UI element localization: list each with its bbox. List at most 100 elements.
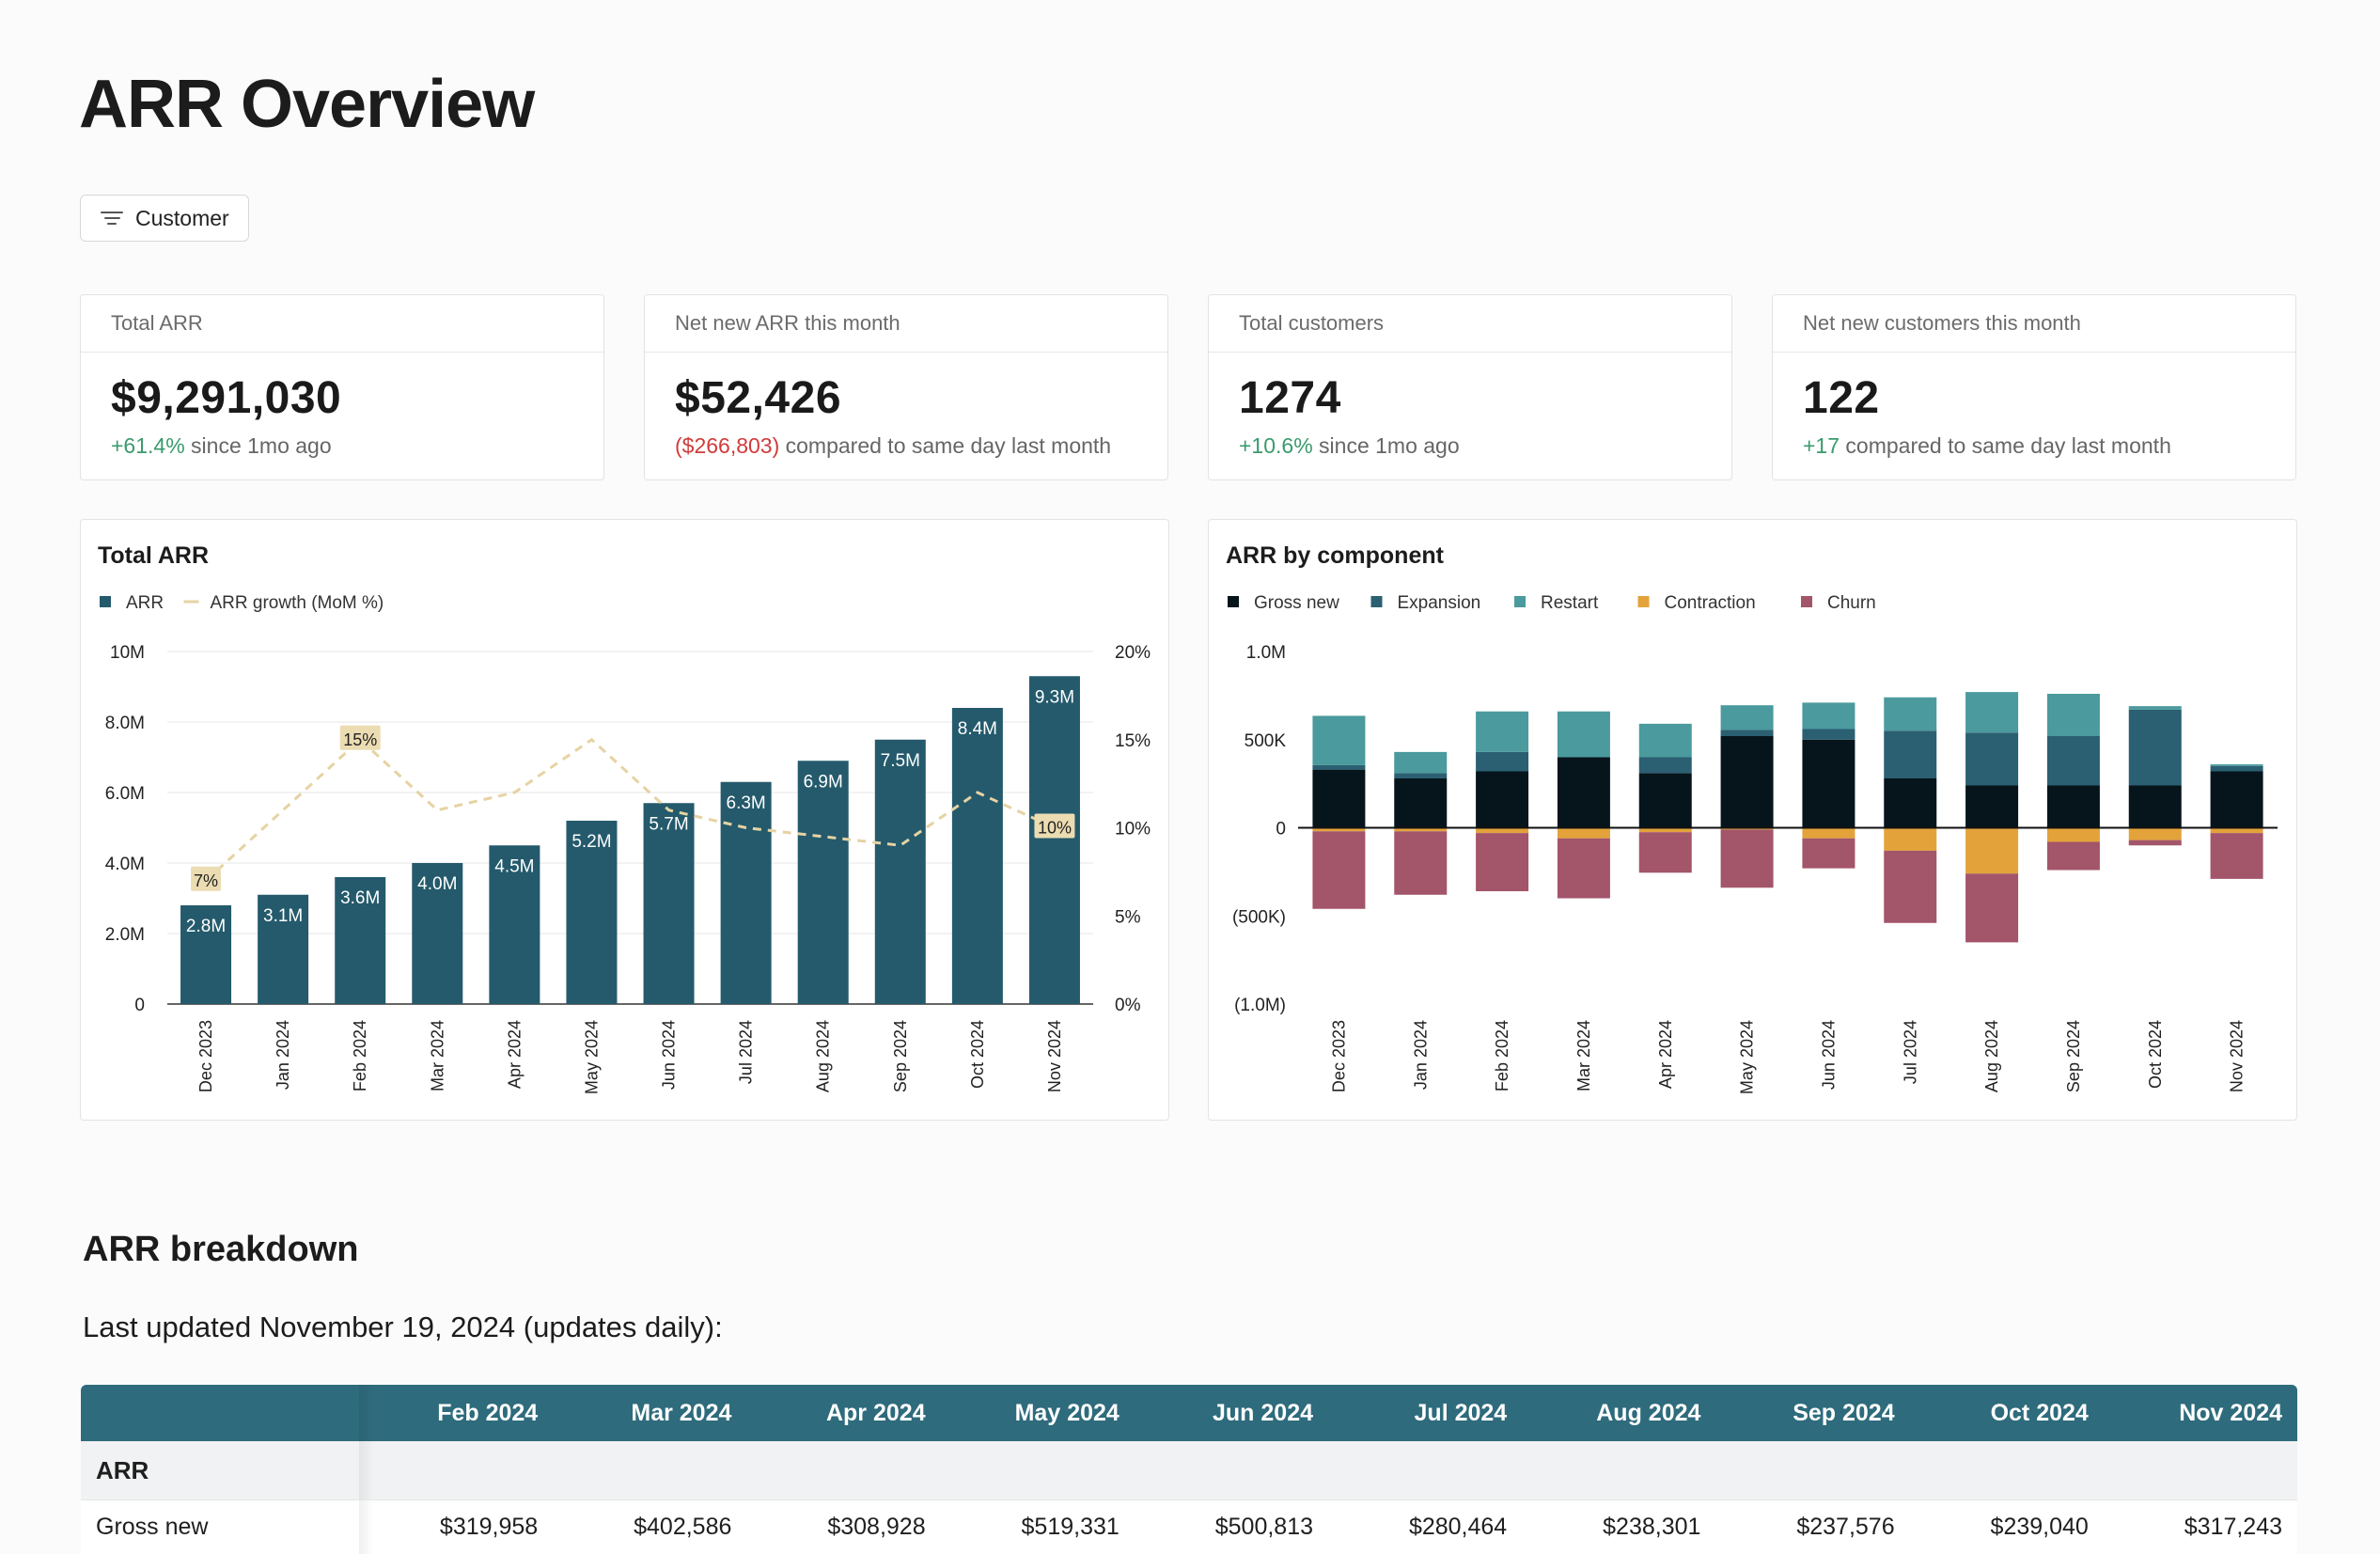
- row-label: Gross new: [81, 1500, 374, 1554]
- kpi-delta-suffix: since 1mo ago: [191, 433, 332, 458]
- x-tick-label: Feb 2024: [1493, 1020, 1511, 1091]
- total-arr-chart-card: Total ARR ARR ARR growth (MoM %) 0 2.0M 4.0M 6…: [80, 519, 1169, 1121]
- section-label: ARR: [81, 1441, 374, 1499]
- x-tick-label: Jun 2024: [1819, 1020, 1838, 1090]
- arr-bar: [951, 708, 1003, 1004]
- stacked-segment-expansion: [1312, 764, 1366, 770]
- stacked-segment-churn: [1638, 832, 1692, 873]
- legend-label-3: Contraction: [1665, 593, 1756, 613]
- bar-data-label: 4.5M: [494, 856, 534, 876]
- column-header[interactable]: Jul 2024: [1414, 1400, 1508, 1426]
- x-tick-label: Dec 2023: [196, 1020, 215, 1092]
- kpi-label: Net new customers this month: [1773, 295, 2295, 353]
- stacked-segment-gross-new: [1394, 778, 1448, 828]
- customer-filter-button[interactable]: Customer: [80, 195, 249, 242]
- x-tick-label: Jun 2024: [660, 1020, 679, 1090]
- arr-bar: [874, 739, 926, 1004]
- kpi-delta-suffix: compared to same day last month: [1845, 433, 2171, 458]
- stacked-segment-contraction: [1312, 827, 1366, 832]
- column-header[interactable]: Aug 2024: [1596, 1400, 1701, 1426]
- kpi-net-new-arr: Net new ARR this month $52,426 ($266,803…: [644, 294, 1168, 480]
- table-header-row: Feb 2024 Mar 2024 Apr 2024 May 2024 Jun …: [81, 1385, 2297, 1441]
- stacked-segment-expansion: [2210, 765, 2263, 772]
- filter-label: Customer: [135, 205, 229, 230]
- kpi-delta: +61.4%: [111, 433, 185, 458]
- stacked-segment-churn: [1312, 831, 1366, 909]
- growth-label-bg: [339, 725, 381, 750]
- arr-bar: [643, 803, 695, 1004]
- x-tick-label: May 2024: [1738, 1020, 1757, 1094]
- stacked-segment-restart: [1557, 711, 1610, 758]
- stacked-segment-contraction: [1476, 827, 1529, 834]
- x-tick-label: Jul 2024: [1901, 1020, 1919, 1084]
- stacked-segment-restart: [2210, 764, 2263, 766]
- x-tick-label: Aug 2024: [814, 1020, 833, 1092]
- stacked-segment-restart: [1802, 702, 1855, 730]
- arr-bar: [489, 845, 540, 1004]
- stacked-segment-contraction: [1802, 827, 1855, 839]
- x-tick-label: Aug 2024: [1982, 1020, 2001, 1092]
- bar-data-label: 3.6M: [340, 888, 380, 908]
- kpi-comparison: +61.4% since 1mo ago: [111, 433, 332, 459]
- stacked-segment-churn: [1965, 873, 2019, 943]
- table-cell: $280,464: [1408, 1514, 1508, 1540]
- column-header[interactable]: Apr 2024: [825, 1400, 926, 1426]
- stacked-segment-restart: [1476, 711, 1529, 752]
- stacked-segment-expansion: [2128, 709, 2182, 786]
- stacked-segment-contraction: [2210, 827, 2263, 834]
- stacked-segment-restart: [1638, 723, 1692, 758]
- column-header[interactable]: Feb 2024: [437, 1400, 539, 1426]
- legend-label-2: Restart: [1541, 593, 1599, 613]
- kpi-label: Total customers: [1209, 295, 1731, 353]
- x-tick-label: May 2024: [582, 1020, 601, 1094]
- kpi-label: Net new ARR this month: [645, 295, 1167, 353]
- stacked-segment-churn: [2046, 841, 2100, 871]
- stacked-segment-expansion: [2046, 736, 2100, 786]
- kpi-net-new-customers: Net new customers this month 122 +17 com…: [1772, 294, 2296, 480]
- table-cell: $500,813: [1214, 1514, 1314, 1540]
- kpi-delta: ($266,803): [675, 433, 780, 458]
- stacked-segment-restart: [1312, 715, 1366, 765]
- column-header[interactable]: Nov 2024: [2179, 1400, 2283, 1426]
- x-tick-label: Apr 2024: [1656, 1020, 1675, 1089]
- column-header[interactable]: Sep 2024: [1793, 1400, 1895, 1426]
- stacked-segment-gross-new: [2210, 771, 2263, 828]
- table-cell: $308,928: [827, 1514, 926, 1540]
- y-left-tick-label: 0: [134, 996, 145, 1015]
- stacked-segment-gross-new: [2046, 785, 2100, 828]
- y-tick-label: 500K: [1245, 731, 1287, 751]
- growth-data-label: 10%: [1038, 819, 1072, 838]
- y-right-tick-label: 15%: [1115, 731, 1151, 751]
- arr-bar: [720, 781, 772, 1004]
- legend-swatch-3: [1637, 596, 1650, 607]
- kpi-comparison: +10.6% since 1mo ago: [1239, 433, 1460, 459]
- table-row: Gross new $319,958 $402,586 $308,928 $51…: [81, 1499, 2297, 1554]
- arr-bar: [1028, 676, 1080, 1004]
- bar-data-label: 6.9M: [804, 772, 843, 792]
- y-tick-label: 0: [1276, 820, 1286, 840]
- kpi-delta: +17: [1803, 433, 1840, 458]
- column-header[interactable]: May 2024: [1014, 1400, 1120, 1426]
- y-left-tick-label: 10M: [110, 643, 145, 663]
- stacked-segment-churn: [1476, 833, 1529, 891]
- column-header[interactable]: Oct 2024: [1990, 1400, 2089, 1426]
- kpi-value: $52,426: [675, 373, 842, 423]
- stacked-segment-gross-new: [1802, 739, 1855, 828]
- growth-data-label: 15%: [343, 730, 377, 749]
- stacked-segment-restart: [1884, 697, 1937, 731]
- y-tick-label: 1.0M: [1246, 643, 1286, 663]
- kpi-total-customers: Total customers 1274 +10.6% since 1mo ag…: [1208, 294, 1732, 480]
- y-left-tick-label: 8.0M: [105, 714, 145, 733]
- stacked-segment-restart: [2128, 706, 2182, 710]
- last-updated-text: Last updated November 19, 2024 (updates …: [83, 1311, 723, 1343]
- stacked-segment-gross-new: [2128, 785, 2182, 828]
- x-tick-label: Oct 2024: [968, 1020, 987, 1089]
- column-header[interactable]: Jun 2024: [1213, 1400, 1314, 1426]
- x-tick-label: Mar 2024: [1574, 1020, 1593, 1091]
- column-header[interactable]: Mar 2024: [631, 1400, 732, 1426]
- stacked-segment-contraction: [1965, 827, 2019, 874]
- stacked-segment-gross-new: [1965, 785, 2019, 828]
- table-cell: $238,301: [1603, 1514, 1701, 1540]
- stacked-segment-expansion: [1638, 757, 1692, 774]
- y-right-tick-label: 0%: [1115, 996, 1141, 1015]
